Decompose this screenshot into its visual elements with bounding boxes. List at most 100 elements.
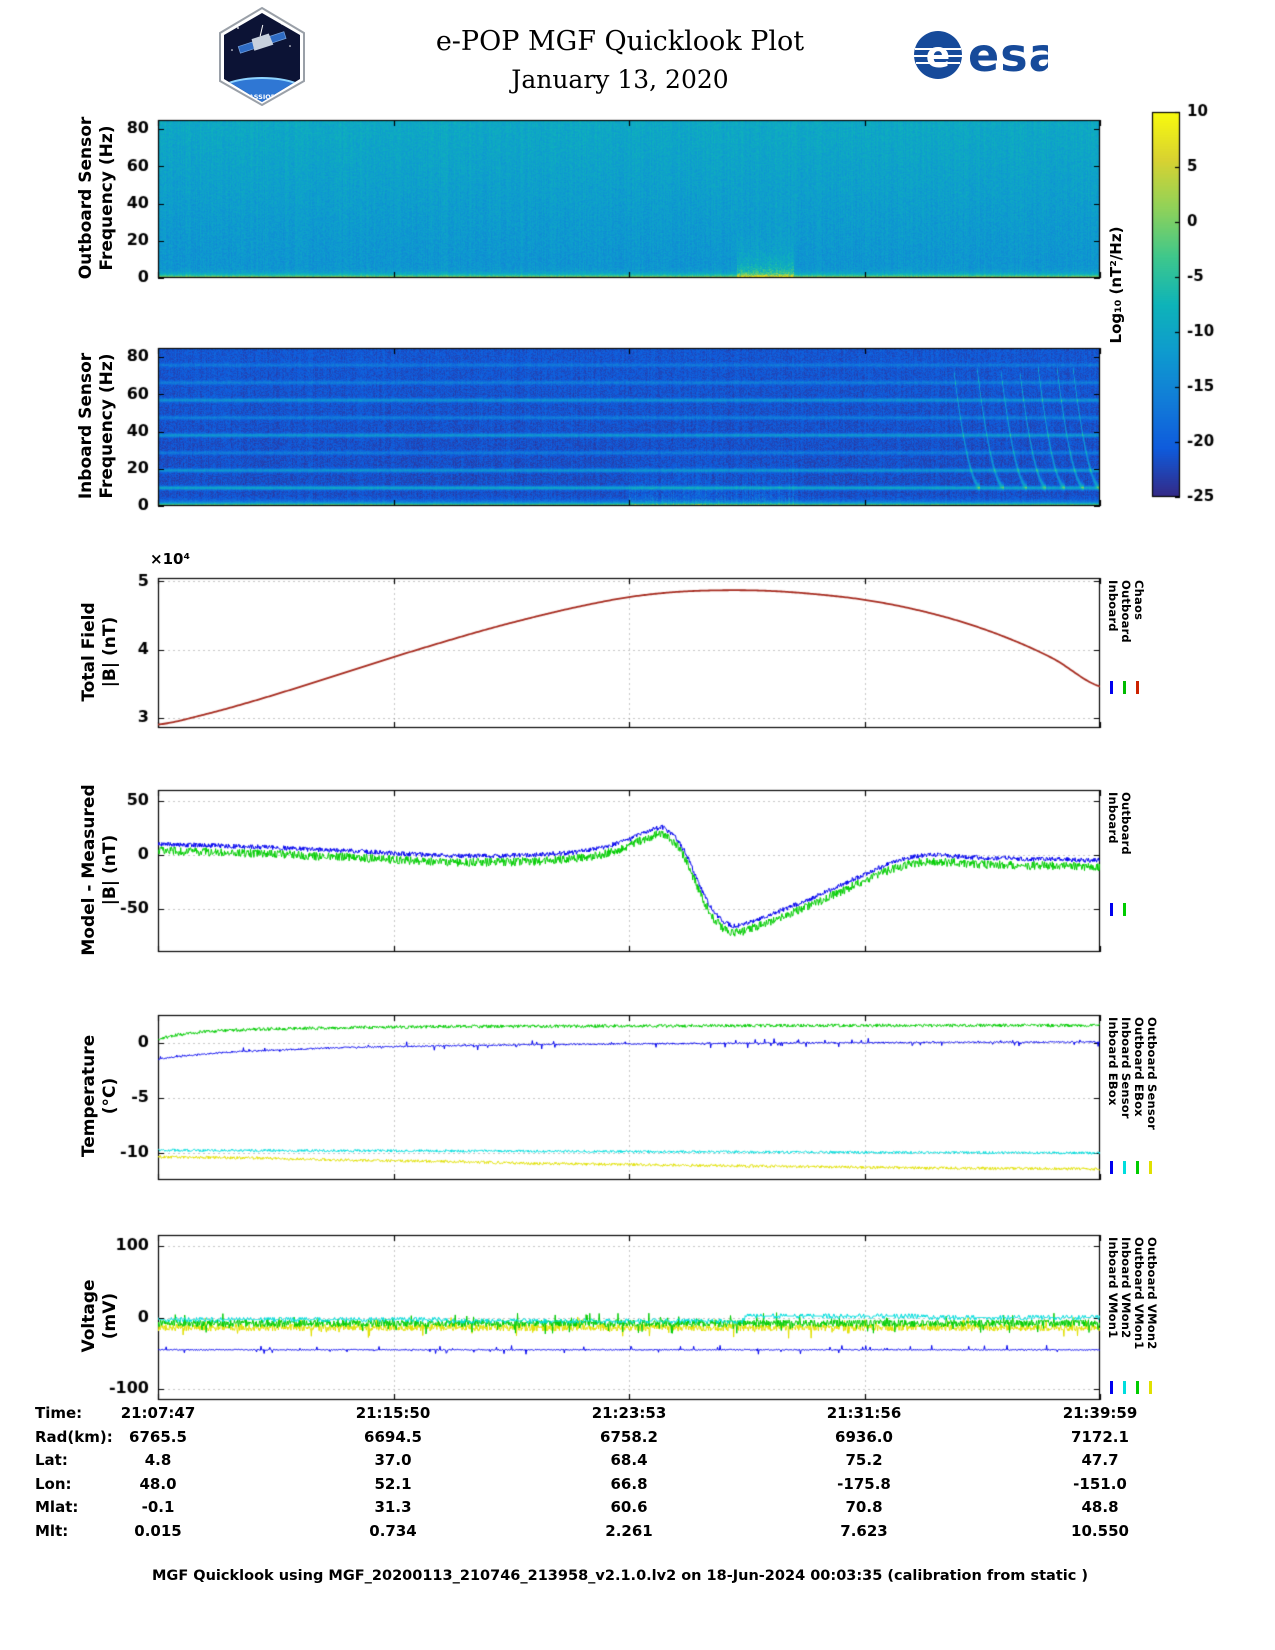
legend-entry: Inboard VMon2 — [1119, 1235, 1133, 1400]
ylabel-line: Voltage — [79, 1279, 99, 1353]
ephemeris-value: 48.0 — [139, 1474, 177, 1493]
ephemeris-value: 0.015 — [134, 1521, 182, 1540]
ylabel-line: Frequency (Hz) — [97, 353, 117, 499]
ephemeris-value: 70.8 — [845, 1498, 883, 1516]
ylabel-temperature: Temperature (°C) — [79, 1001, 121, 1191]
ylabel-line: Total Field — [79, 602, 99, 702]
ephemeris-value: -175.8 — [837, 1474, 891, 1493]
ephemeris-value: 31.3 — [374, 1498, 412, 1516]
legend-color-dash — [1123, 903, 1126, 916]
ephemeris-value: 21:07:47 — [120, 1404, 196, 1422]
footer-caption: MGF Quicklook using MGF_20200113_210746_… — [152, 1568, 1088, 1584]
ephemeris-value: 21:23:53 — [591, 1404, 667, 1422]
axis-multiplier-label: ×10⁴ — [150, 550, 191, 568]
cassiope-label-text: CASSIOPE — [244, 93, 280, 101]
ylabel-line: (mV) — [100, 1292, 120, 1340]
legend-color-dash — [1110, 1381, 1113, 1394]
colorbar-label: Log₁₀ (nT²/Hz) — [1107, 226, 1125, 344]
plot-title: e-POP MGF Quicklook Plot — [435, 26, 805, 57]
ylabel-line: Inboard Sensor — [76, 352, 96, 500]
ephemeris-value: 6936.0 — [835, 1427, 893, 1446]
ephemeris-value: 2.261 — [605, 1521, 653, 1540]
legend-model-measured: Inboard Outboard — [1106, 790, 1133, 952]
ephemeris-row-label: Mlat: — [35, 1498, 79, 1516]
ephemeris-row-label: Time: — [35, 1404, 83, 1422]
legend-color-dash — [1136, 681, 1139, 694]
legend-color-dash — [1110, 1161, 1113, 1174]
ephemeris-value: 4.8 — [144, 1451, 172, 1469]
ephemeris-value: 10.550 — [1071, 1521, 1129, 1540]
esa-logo: e esa — [912, 24, 1060, 90]
cassiope-logo: CASSIOPE — [216, 6, 308, 110]
legend-color-dash — [1110, 903, 1113, 916]
legend-label: Inboard EBox — [1106, 1017, 1120, 1106]
legend-label: Outboard — [1119, 580, 1133, 643]
legend-color-dash — [1110, 681, 1113, 694]
ephemeris-value: -0.1 — [141, 1498, 175, 1516]
legend-entry: Outboard — [1119, 790, 1133, 952]
cassiope-badge-icon: CASSIOPE — [219, 6, 305, 107]
ephemeris-value: 6694.5 — [364, 1427, 422, 1446]
legend-entry: Outboard EBox — [1132, 1015, 1146, 1180]
ephemeris-value: 52.1 — [374, 1474, 412, 1493]
ylabel-total-field: Total Field |B| (nT) — [79, 572, 121, 732]
ephemeris-value: 6765.5 — [129, 1427, 187, 1446]
legend-label: Inboard VMon1 — [1106, 1237, 1120, 1339]
ylabel-outboard-spectrogram: Outboard Sensor Frequency (Hz) — [76, 103, 118, 293]
legend-label: Inboard — [1106, 792, 1120, 844]
ephemeris-value: -151.0 — [1073, 1474, 1127, 1493]
ephemeris-value: 66.8 — [610, 1474, 648, 1493]
ephemeris-value: 75.2 — [845, 1451, 883, 1469]
ephemeris-value: 0.734 — [369, 1521, 417, 1540]
legend-entry: Outboard VMon2 — [1145, 1235, 1159, 1400]
ephemeris-row-mlt: Mlt: 0.015 0.734 2.261 7.623 10.550 — [0, 1522, 1275, 1546]
ephemeris-value: 21:15:50 — [355, 1404, 431, 1422]
legend-color-dash — [1123, 1161, 1126, 1174]
legend-label: Outboard — [1119, 792, 1133, 855]
ephemeris-row-label: Lat: — [35, 1451, 68, 1469]
legend-color-dash — [1136, 1161, 1139, 1174]
ephemeris-row-rad: Rad(km): 6765.5 6694.5 6758.2 6936.0 717… — [0, 1428, 1275, 1452]
legend-voltage: Inboard VMon1 Inboard VMon2 Outboard VMo… — [1106, 1235, 1159, 1400]
ylabel-line: Model - Measured — [79, 784, 99, 956]
legend-label: Chaos — [1132, 580, 1146, 621]
legend-label: Outboard Sensor — [1145, 1017, 1159, 1130]
ephemeris-value: 60.6 — [610, 1498, 648, 1516]
earth-icon — [224, 78, 300, 102]
ephemeris-value: 47.7 — [1081, 1451, 1119, 1469]
ephemeris-value: 6758.2 — [600, 1427, 658, 1446]
ylabel-line: |B| (nT) — [100, 834, 120, 906]
ylabel-line: Outboard Sensor — [76, 116, 96, 280]
ephemeris-row-label: Lon: — [35, 1474, 72, 1493]
ephemeris-row-time: Time: 21:07:47 21:15:50 21:23:53 21:31:5… — [0, 1404, 1275, 1428]
satellite-icon — [237, 24, 287, 54]
legend-entry: Outboard — [1119, 578, 1133, 728]
legend-label: Inboard — [1106, 580, 1120, 632]
legend-color-dash — [1149, 1161, 1152, 1174]
legend-entry: Inboard — [1106, 790, 1120, 952]
ephemeris-row-lon: Lon: 48.0 52.1 66.8 -175.8 -151.0 — [0, 1475, 1275, 1499]
legend-label: Outboard EBox — [1132, 1017, 1146, 1117]
ephemeris-value: 7172.1 — [1071, 1427, 1129, 1446]
ephemeris-table: Time: 21:07:47 21:15:50 21:23:53 21:31:5… — [0, 1404, 1275, 1545]
ylabel-voltage: Voltage (mV) — [79, 1221, 121, 1411]
legend-temperature: Inboard EBox Inboard Sensor Outboard EBo… — [1106, 1015, 1159, 1180]
legend-color-dash — [1149, 1381, 1152, 1394]
esa-logo-icon: e esa — [914, 28, 1060, 82]
legend-entry: Inboard VMon1 — [1106, 1235, 1120, 1400]
legend-entry: Inboard Sensor — [1119, 1015, 1133, 1180]
legend-color-dash — [1123, 1381, 1126, 1394]
ephemeris-value: 68.4 — [610, 1451, 648, 1469]
legend-label: Inboard VMon2 — [1119, 1237, 1133, 1339]
ephemeris-value: 37.0 — [374, 1451, 412, 1469]
legend-color-dash — [1136, 1381, 1139, 1394]
legend-label: Inboard Sensor — [1119, 1017, 1133, 1119]
legend-entry: Inboard — [1106, 578, 1120, 728]
legend-label: Outboard VMon2 — [1145, 1237, 1159, 1350]
ephemeris-value: 48.8 — [1081, 1498, 1119, 1516]
esa-globe-icon: e — [914, 31, 962, 79]
ylabel-line: (°C) — [100, 1077, 120, 1115]
esa-wordmark: esa — [968, 28, 1048, 82]
ephemeris-value: 21:39:59 — [1062, 1404, 1138, 1422]
